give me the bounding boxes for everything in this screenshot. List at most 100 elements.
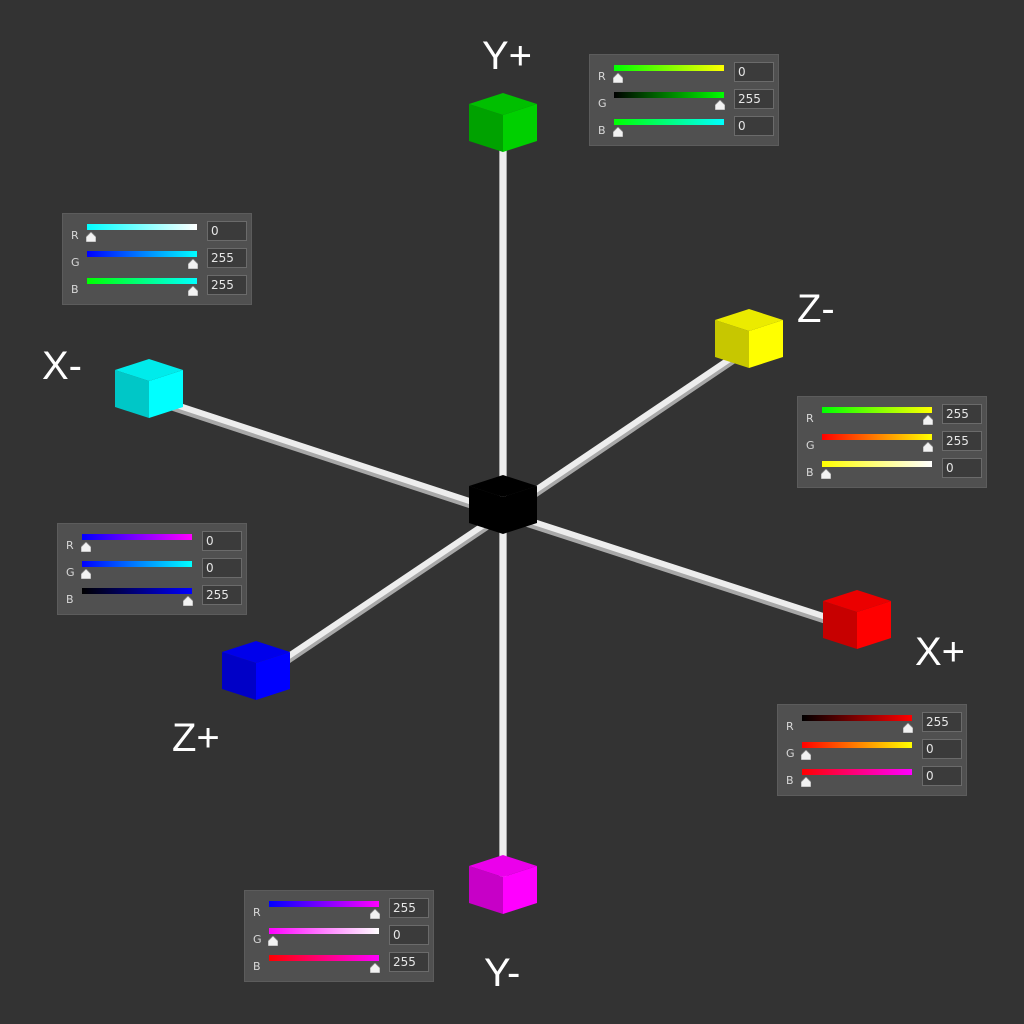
axis-label-x-minus: X- <box>42 344 82 388</box>
channel-label: B <box>66 593 74 606</box>
cube-y-minus-right-face <box>503 866 537 914</box>
channel-row-b: B 255 <box>245 950 433 976</box>
channel-label: B <box>71 283 79 296</box>
slider-thumb-icon[interactable] <box>183 596 193 606</box>
slider-thumb-icon[interactable] <box>923 415 933 425</box>
channel-label: R <box>786 720 794 733</box>
slider-thumb-icon[interactable] <box>613 127 623 137</box>
channel-slider-track[interactable] <box>802 715 912 721</box>
channel-slider-track[interactable] <box>87 278 197 284</box>
channel-row-r: R 255 <box>245 896 433 922</box>
slider-thumb-icon[interactable] <box>903 723 913 733</box>
channel-value-field[interactable]: 0 <box>389 925 429 945</box>
channel-value-field[interactable]: 255 <box>202 585 242 605</box>
slider-thumb-icon[interactable] <box>268 936 278 946</box>
channel-value-field[interactable]: 0 <box>202 531 242 551</box>
center-cube <box>469 475 537 534</box>
channel-value-field[interactable]: 0 <box>207 221 247 241</box>
cube-x-minus <box>115 359 183 418</box>
channel-slider-track[interactable] <box>82 534 192 540</box>
channel-label: B <box>253 960 261 973</box>
slider-thumb-icon[interactable] <box>821 469 831 479</box>
channel-slider-track[interactable] <box>802 742 912 748</box>
channel-slider-track[interactable] <box>802 769 912 775</box>
channel-value-field[interactable]: 0 <box>942 458 982 478</box>
channel-value-field[interactable]: 0 <box>734 116 774 136</box>
channel-label: R <box>253 906 261 919</box>
cube-x-minus-top-face <box>115 359 183 381</box>
channel-value-field[interactable]: 0 <box>922 739 962 759</box>
slider-thumb-icon[interactable] <box>801 750 811 760</box>
slider-thumb-icon[interactable] <box>81 542 91 552</box>
axis-lines <box>147 130 859 895</box>
slider-thumb-icon[interactable] <box>923 442 933 452</box>
slider-thumb-icon[interactable] <box>86 232 96 242</box>
cube-x-plus-left-face <box>823 601 857 649</box>
channel-row-g: G 255 <box>798 429 986 455</box>
slider-thumb-icon[interactable] <box>188 286 198 296</box>
channel-row-b: B 255 <box>63 273 251 299</box>
slider-thumb-icon[interactable] <box>370 909 380 919</box>
channel-label: G <box>786 747 795 760</box>
channel-label: R <box>66 539 74 552</box>
channel-slider-track[interactable] <box>269 928 379 934</box>
axis-rod-z-minus <box>501 343 751 515</box>
channel-row-g: G 255 <box>590 87 778 113</box>
cube-z-minus-left-face <box>715 320 749 368</box>
cube-z-plus-right-face <box>256 652 290 700</box>
channel-value-field[interactable]: 0 <box>202 558 242 578</box>
cube-z-minus-right-face <box>749 320 783 368</box>
channel-value-field[interactable]: 255 <box>389 898 429 918</box>
channel-slider-track[interactable] <box>614 65 724 71</box>
cube-y-plus-left-face <box>469 104 503 152</box>
channel-slider-track[interactable] <box>82 588 192 594</box>
center-cube-top-face <box>469 475 537 497</box>
axis-label-x-plus: X+ <box>915 630 966 674</box>
channel-slider-track[interactable] <box>87 251 197 257</box>
slider-thumb-icon[interactable] <box>370 963 380 973</box>
channel-label: G <box>253 933 262 946</box>
channel-label: B <box>786 774 794 787</box>
cube-z-plus <box>222 641 290 700</box>
channel-label: R <box>71 229 79 242</box>
channel-slider-track[interactable] <box>822 407 932 413</box>
channel-value-field[interactable]: 255 <box>942 404 982 424</box>
channel-label: G <box>806 439 815 452</box>
channel-slider-track[interactable] <box>87 224 197 230</box>
channel-slider-track[interactable] <box>614 92 724 98</box>
channel-value-field[interactable]: 255 <box>207 248 247 268</box>
cube-y-minus-left-face <box>469 866 503 914</box>
channel-label: G <box>71 256 80 269</box>
channel-value-field[interactable]: 255 <box>734 89 774 109</box>
channel-value-field[interactable]: 255 <box>207 275 247 295</box>
slider-thumb-icon[interactable] <box>613 73 623 83</box>
cube-y-plus-top-face <box>469 93 537 115</box>
slider-thumb-icon[interactable] <box>81 569 91 579</box>
channel-value-field[interactable]: 255 <box>942 431 982 451</box>
cube-x-plus-right-face <box>857 601 891 649</box>
channel-value-field[interactable]: 255 <box>389 952 429 972</box>
channel-slider-track[interactable] <box>822 434 932 440</box>
cube-y-minus <box>469 855 537 914</box>
slider-thumb-icon[interactable] <box>715 100 725 110</box>
channel-value-field[interactable]: 255 <box>922 712 962 732</box>
axis-rod-x-plus <box>502 509 858 630</box>
channel-slider-track[interactable] <box>269 955 379 961</box>
channel-slider-track[interactable] <box>614 119 724 125</box>
channel-label: G <box>66 566 75 579</box>
channel-label: R <box>806 412 814 425</box>
slider-thumb-icon[interactable] <box>188 259 198 269</box>
channel-value-field[interactable]: 0 <box>734 62 774 82</box>
channel-slider-track[interactable] <box>822 461 932 467</box>
channel-value-field[interactable]: 0 <box>922 766 962 786</box>
channel-slider-track[interactable] <box>82 561 192 567</box>
slider-thumb-icon[interactable] <box>801 777 811 787</box>
channel-slider-track[interactable] <box>269 901 379 907</box>
color-panel-y-plus: R 0 G 255 B 0 <box>589 54 779 146</box>
channel-label: B <box>806 466 814 479</box>
